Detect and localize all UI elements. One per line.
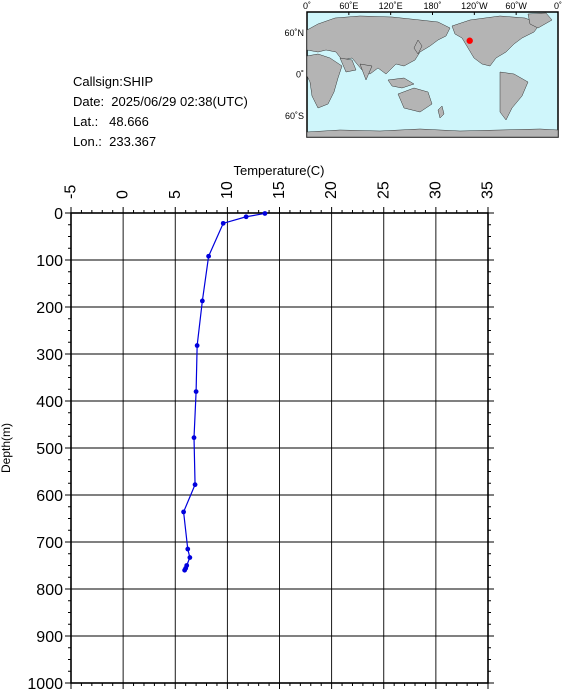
map-lon-label: 60˚W [505, 1, 527, 11]
land-newzealand [437, 105, 445, 119]
data-point [199, 298, 205, 304]
data-point [220, 220, 226, 226]
y-tick-label: 0 [54, 206, 63, 223]
y-tick-label: 600 [36, 488, 63, 505]
x-tick-label: 20 [323, 181, 340, 199]
land-antarctica [306, 128, 559, 138]
y-tick-label: 300 [36, 347, 63, 364]
data-point [181, 509, 186, 515]
chart-grid [70, 212, 489, 684]
y-tick-label: 1000 [27, 676, 63, 690]
map-lat-label: 60˚S [285, 111, 304, 121]
map-lat-label: 60˚N [284, 28, 304, 38]
y-tick-label: 200 [36, 300, 63, 317]
temperature-series [181, 211, 268, 573]
data-point [206, 253, 212, 259]
map-lon-label: 0˚ [554, 1, 562, 11]
temperature-depth-chart: -5 0 5 10 15 20 25 30 35 01002003004005006007008… [0, 163, 497, 690]
y-tick-label: 900 [36, 629, 63, 646]
x-tick-label: 15 [271, 181, 288, 199]
date-text: Date: 2025/06/29 02:38(UTC) [73, 94, 248, 109]
map-lon-label: 120˚E [379, 1, 403, 11]
land-indonesia [387, 77, 415, 89]
x-tick-label: 0 [115, 190, 132, 199]
chart-ticks [65, 207, 494, 689]
data-point [191, 435, 197, 441]
x-tick-label: 5 [167, 190, 184, 199]
longitude-text: Lon.: 233.367 [73, 134, 157, 149]
land-india [359, 63, 373, 81]
map-land [306, 12, 559, 138]
land-africa [306, 53, 343, 109]
station-info: Callsign:SHIP Date: 2025/06/29 02:38(UTC… [73, 72, 248, 152]
map-labels: 0˚ 60˚E 120˚E 180˚ 120˚W 60˚W 0˚ 60˚N 0˚ 60˚S [284, 1, 562, 121]
data-point [262, 211, 268, 216]
y-tick-label: 400 [36, 394, 63, 411]
y-tick-label: 100 [36, 253, 63, 270]
map-lon-label: 60˚E [339, 1, 358, 11]
world-map: 0˚ 60˚E 120˚E 180˚ 120˚W 60˚W 0˚ 60˚N 0˚ 60˚S [284, 1, 562, 138]
land-japan [413, 39, 423, 55]
x-tick-label: 10 [219, 181, 236, 199]
callsign-text: Callsign:SHIP [73, 74, 154, 89]
land-north-america [451, 15, 541, 67]
y-tick-labels: 0 100 200 300 400 500 600 700 800 900 1000 [27, 206, 63, 690]
data-point [193, 389, 199, 394]
x-tick-label: -5 [63, 185, 80, 199]
data-point [187, 555, 193, 560]
map-lon-label: 180˚ [423, 1, 441, 11]
y-tick-label: 500 [36, 441, 63, 458]
map-lon-label: 0˚ [303, 1, 311, 11]
x-axis-title: Temperature(C) [233, 163, 324, 178]
x-tick-label: 25 [375, 181, 392, 199]
data-point [194, 343, 200, 348]
land-arabia [339, 57, 357, 73]
x-tick-labels: -5 0 5 10 15 20 25 30 35 [63, 181, 497, 199]
map-lat-label: 0˚ [296, 70, 304, 80]
land-australia [397, 87, 433, 113]
data-point [243, 214, 249, 220]
data-point [192, 482, 198, 488]
land-greenland [527, 12, 553, 29]
y-tick-label: 700 [36, 535, 63, 552]
y-tick-label: 800 [36, 582, 63, 599]
ship-location-marker [466, 37, 473, 44]
data-point [182, 567, 188, 573]
latitude-text: Lat.: 48.666 [73, 114, 149, 129]
land-south-america [499, 71, 529, 121]
map-lon-label: 120˚W [461, 1, 488, 11]
x-tick-label: 30 [427, 181, 444, 199]
data-point [185, 546, 191, 552]
x-tick-label: 35 [480, 181, 497, 199]
y-axis-title: Depth(m) [0, 423, 13, 473]
